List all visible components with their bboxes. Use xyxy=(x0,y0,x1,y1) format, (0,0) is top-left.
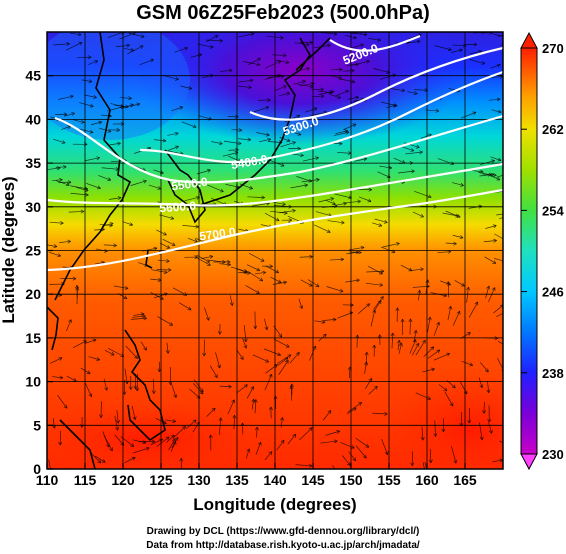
map-grid xyxy=(47,32,503,469)
colorbar: 230 238 246 254 262 270 xyxy=(520,31,564,471)
height-contour-label: 5500.0 xyxy=(170,175,209,194)
height-contour-label: 5400.0 xyxy=(230,152,269,172)
y-tick-label: 25 xyxy=(25,243,41,259)
y-axis: 0 5 10 15 20 25 30 35 40 45 xyxy=(25,68,53,477)
page-title: GSM 06Z25Feb2023 (500.0hPa) xyxy=(136,2,430,24)
height-contour-line xyxy=(329,34,421,52)
y-tick-label: 35 xyxy=(25,155,41,171)
colorbar-tick-label: 270 xyxy=(542,41,564,56)
height-contour-line xyxy=(54,114,503,184)
height-contour-line xyxy=(139,70,503,164)
y-tick-label: 40 xyxy=(25,111,41,127)
height-contour-label: 5600.0 xyxy=(159,199,197,216)
x-axis: 110 115 120 125 130 135 140 145 150 155 160 165 xyxy=(36,463,477,488)
colorbar-tick-label: 230 xyxy=(542,447,564,462)
y-tick-label: 10 xyxy=(25,374,41,390)
colorbar-max-arrow xyxy=(520,31,538,49)
y-tick-label: 20 xyxy=(25,286,41,302)
colorbar-tick-label: 262 xyxy=(542,122,564,137)
y-tick-label: 15 xyxy=(25,330,41,346)
colorbar-tick-label: 246 xyxy=(542,285,564,300)
colorbar-min-arrow xyxy=(520,453,538,471)
credit-data-source: Data from http://database.rish.kyoto-u.a… xyxy=(146,540,420,551)
height-contour-label: 5700.0 xyxy=(198,225,237,244)
y-tick-label: 5 xyxy=(33,417,41,433)
y-axis-label: Latitude (degrees) xyxy=(0,176,18,323)
x-axis-label: Longitude (degrees) xyxy=(193,495,356,514)
x-tick-label: 135 xyxy=(225,472,249,488)
y-tick-label: 0 xyxy=(33,461,41,477)
x-tick-label: 130 xyxy=(187,472,211,488)
height-contour-line xyxy=(249,46,503,121)
x-tick-label: 115 xyxy=(74,472,97,488)
height-contour-line xyxy=(47,188,503,272)
credit-dcl: Drawing by DCL (https://www.gfd-dennou.o… xyxy=(146,526,420,537)
x-tick-label: 140 xyxy=(263,472,287,488)
x-tick-label: 120 xyxy=(111,472,135,488)
x-tick-label: 150 xyxy=(339,472,363,488)
x-tick-label: 155 xyxy=(377,472,401,488)
x-tick-label: 165 xyxy=(453,472,477,488)
x-tick-label: 125 xyxy=(149,472,173,488)
x-tick-label: 110 xyxy=(36,472,59,488)
y-tick-label: 45 xyxy=(25,68,41,84)
colorbar-tick-label: 238 xyxy=(542,366,564,381)
height-contour-line xyxy=(47,162,503,207)
x-tick-label: 160 xyxy=(415,472,439,488)
wind-streamlines xyxy=(47,32,503,469)
x-tick-label: 145 xyxy=(301,472,325,488)
y-tick-label: 30 xyxy=(25,199,41,215)
colorbar-tick-label: 254 xyxy=(542,203,564,218)
